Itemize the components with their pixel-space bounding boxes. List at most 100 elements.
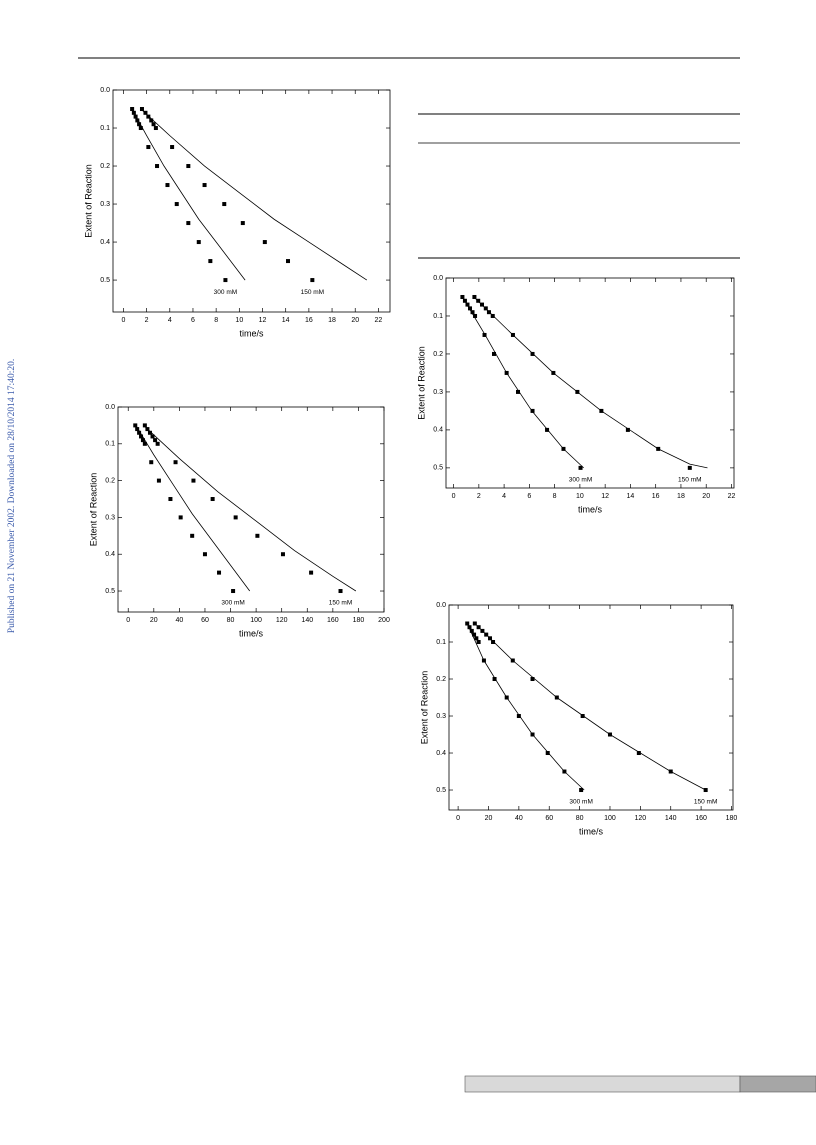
data-point [149, 118, 154, 123]
y-tick-label: 0.2 [105, 477, 115, 484]
data-point [469, 628, 474, 633]
x-tick-label: 140 [301, 617, 313, 624]
data-point [135, 427, 140, 432]
x-tick-label: 0 [452, 493, 456, 500]
x-tick-label: 2 [477, 493, 481, 500]
data-point [131, 110, 136, 115]
data-point [147, 430, 152, 435]
data-point [476, 640, 481, 645]
data-point [223, 278, 228, 283]
data-point [217, 570, 222, 575]
data-point [142, 423, 147, 428]
x-tick-label: 160 [327, 617, 339, 624]
y-axis-title: Extent of Reaction [419, 671, 429, 745]
plot-frame [445, 277, 735, 489]
x-tick-label: 4 [502, 493, 506, 500]
x-axis-title: time/s [579, 826, 604, 836]
data-point [472, 632, 477, 637]
data-point [139, 107, 144, 112]
data-point [240, 221, 245, 226]
data-point [202, 183, 207, 188]
x-tick-label: 8 [553, 493, 557, 500]
data-point [262, 240, 267, 245]
data-point [488, 636, 493, 641]
fit-curve [143, 425, 357, 592]
y-tick-label: 0.2 [436, 676, 446, 683]
data-point [130, 107, 135, 112]
data-point [492, 677, 497, 682]
x-tick-label: 120 [276, 617, 288, 624]
x-tick-label: 0 [456, 815, 460, 822]
data-point [516, 714, 521, 719]
data-point [138, 126, 143, 131]
y-tick-label: 0.1 [105, 441, 115, 448]
data-point [468, 306, 472, 311]
data-point [310, 278, 315, 283]
data-point [545, 427, 550, 432]
x-tick-label: 180 [353, 617, 365, 624]
plot-frame [117, 406, 385, 613]
data-point [554, 695, 559, 700]
y-tick-label: 0.4 [105, 551, 115, 558]
x-tick-label: 60 [201, 617, 209, 624]
x-tick-label: 200 [378, 617, 390, 624]
data-point [460, 294, 465, 299]
x-tick-label: 100 [604, 815, 616, 822]
x-tick-label: 12 [601, 493, 609, 500]
series-label: 150 mM [329, 600, 352, 607]
data-point [562, 769, 567, 774]
x-tick-label: 12 [259, 317, 267, 324]
data-point [139, 434, 144, 439]
y-axis-title: Extent of Reaction [88, 473, 98, 547]
footer-bar [464, 1075, 741, 1093]
y-tick-label: 0.3 [105, 514, 115, 521]
x-tick-label: 20 [351, 317, 359, 324]
data-point [133, 114, 138, 119]
data-point [580, 714, 585, 719]
data-point [504, 370, 509, 375]
data-point [174, 202, 179, 207]
y-tick-label: 0.1 [436, 639, 446, 646]
y-tick-label: 0.3 [433, 389, 443, 396]
data-point [599, 408, 604, 413]
x-tick-label: 22 [375, 317, 383, 324]
data-point [472, 621, 477, 626]
data-point [191, 478, 196, 483]
data-point [140, 438, 145, 443]
x-axis-title: time/s [578, 504, 603, 514]
data-point [636, 751, 641, 756]
y-tick-label: 0.2 [433, 351, 443, 358]
data-point [231, 589, 236, 594]
y-tick-label: 0.3 [436, 713, 446, 720]
data-point [476, 298, 481, 303]
x-axis-title: time/s [239, 328, 264, 338]
data-point [473, 313, 478, 318]
y-tick-label: 0.0 [436, 602, 446, 609]
data-point [233, 515, 238, 520]
y-tick-label: 0.5 [436, 787, 446, 794]
x-tick-label: 4 [168, 317, 172, 324]
data-point [607, 732, 612, 737]
data-point [168, 497, 173, 502]
y-tick-label: 0.5 [105, 588, 115, 595]
data-point [516, 389, 520, 394]
data-point [687, 465, 692, 470]
series-label: 150 mM [678, 477, 701, 484]
data-point [146, 145, 151, 150]
data-point [476, 625, 481, 630]
data-point [491, 640, 496, 645]
data-point [255, 533, 260, 538]
data-point [151, 122, 156, 127]
series-label: 150 mM [694, 799, 717, 806]
data-point [703, 788, 708, 793]
series-label: 300 mM [214, 289, 237, 296]
data-point [170, 145, 175, 150]
data-point [222, 202, 227, 207]
data-point [309, 570, 314, 575]
series-label: 300 mM [221, 600, 244, 607]
data-point [135, 118, 140, 123]
x-tick-label: 14 [627, 493, 635, 500]
data-point [156, 478, 161, 483]
data-point [561, 446, 566, 451]
